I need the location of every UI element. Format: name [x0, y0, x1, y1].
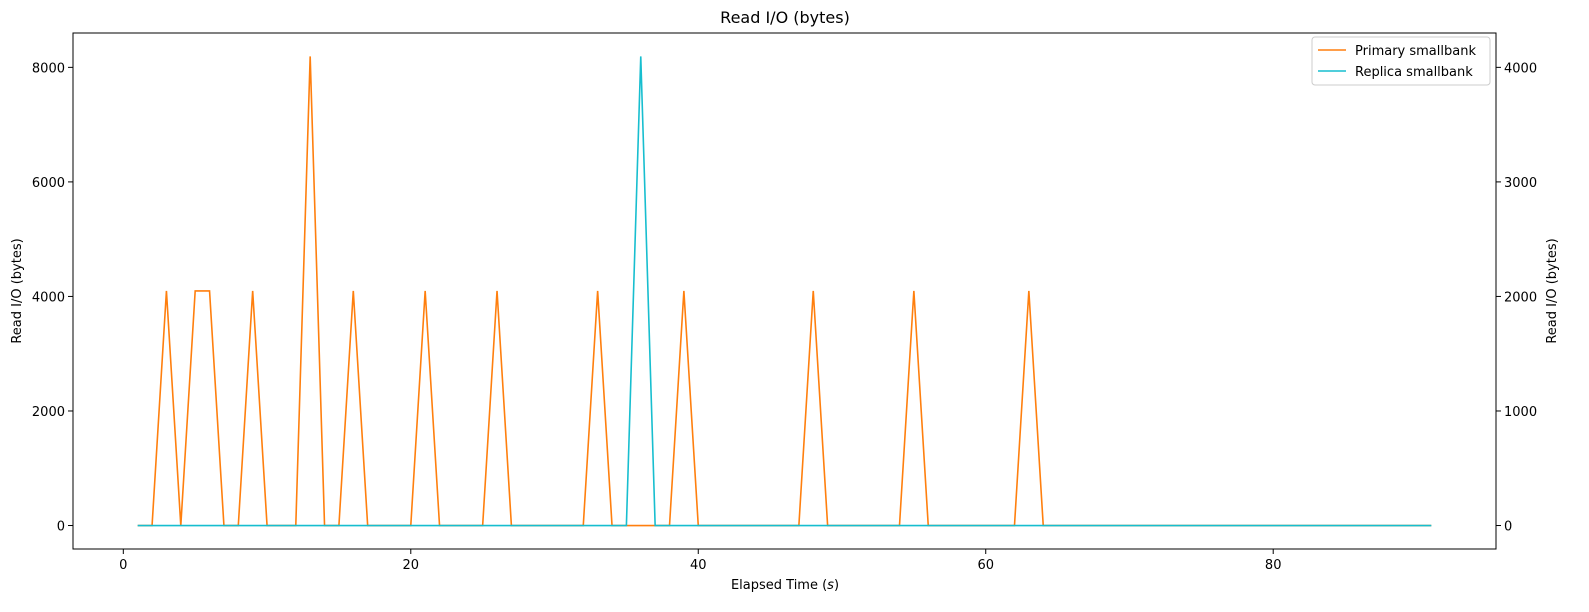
y-left-tick-label: 2000 — [32, 405, 65, 420]
legend-label-replica: Replica smallbank — [1355, 65, 1473, 80]
chart-title: Read I/O (bytes) — [720, 8, 850, 27]
series-layer — [137, 56, 1432, 527]
legend: Primary smallbank Replica smallbank — [1311, 36, 1491, 86]
ticks-layer: 0 20 40 60 80 0 2000 4000 6000 8000 0 1000 2000 3000 4… — [32, 61, 1537, 573]
x-tick-label: 40 — [690, 558, 707, 573]
x-tick-label: 20 — [403, 558, 420, 573]
x-tick-label: 60 — [977, 558, 994, 573]
y-right-tick-label: 2000 — [1504, 290, 1537, 305]
y-right-tick-label: 0 — [1504, 520, 1512, 535]
x-axis-title-prefix: Elapsed Time ( — [731, 578, 827, 593]
series-line-replica-smallbank — [137, 56, 1432, 527]
plot-frame — [72, 32, 1497, 550]
y-left-tick-label: 0 — [57, 520, 65, 535]
y-left-tick-label: 8000 — [32, 61, 65, 76]
y-left-tick-label: 4000 — [32, 290, 65, 305]
y-axis-title-left: Read I/O (bytes) — [10, 238, 25, 343]
x-axis-title-var: s — [827, 578, 834, 593]
x-axis-title: Elapsed Time (s) — [731, 578, 839, 593]
legend-box — [1311, 36, 1491, 86]
y-left-tick-label: 6000 — [32, 176, 65, 191]
x-axis-title-suffix: ) — [834, 578, 839, 593]
y-right-tick-label: 1000 — [1504, 405, 1537, 420]
x-tick-label: 80 — [1265, 558, 1282, 573]
x-tick-label: 0 — [119, 558, 127, 573]
y-right-tick-label: 3000 — [1504, 176, 1537, 191]
legend-label-primary: Primary smallbank — [1355, 44, 1476, 59]
y-right-tick-label: 4000 — [1504, 61, 1537, 76]
y-axis-title-right: Read I/O (bytes) — [1545, 238, 1560, 343]
